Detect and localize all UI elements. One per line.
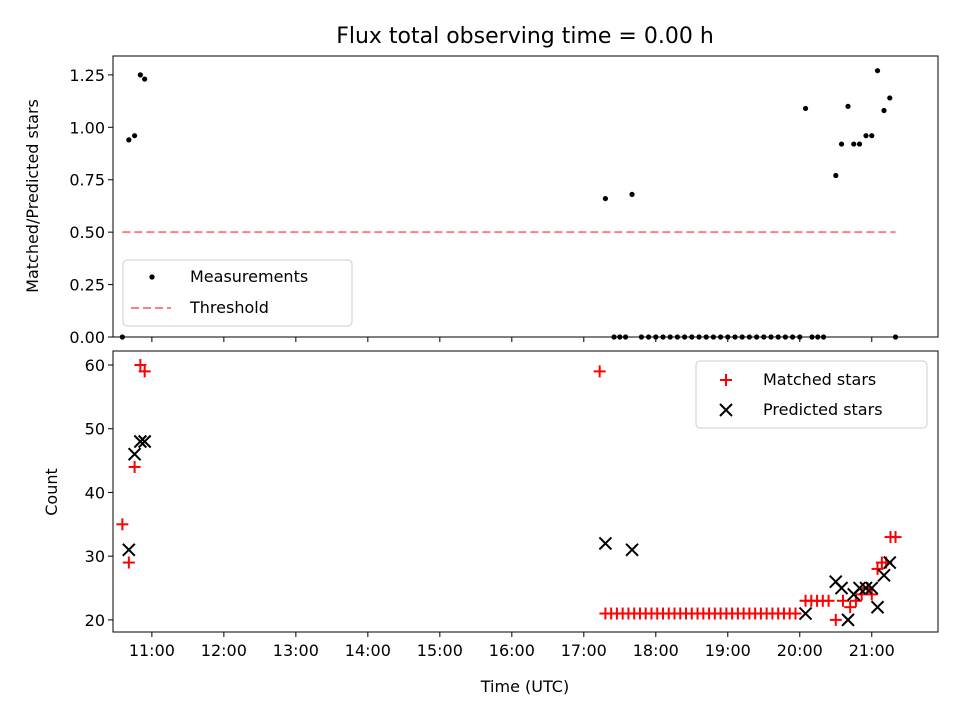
bottom-ytick-label: 60 xyxy=(85,356,105,375)
matched-star-point xyxy=(836,594,849,607)
top-ytick-label: 1.00 xyxy=(69,118,105,137)
measurement-point xyxy=(126,137,132,143)
top-ytick-label: 0.75 xyxy=(69,171,105,190)
predicted-star-point xyxy=(865,581,879,595)
xtick-label: 16:00 xyxy=(489,641,535,660)
bottom-y-axis-label: Count xyxy=(42,468,61,516)
xtick-label: 14:00 xyxy=(345,641,391,660)
legend-measurements-label: Measurements xyxy=(190,267,308,286)
top-ytick-label: 0.50 xyxy=(69,223,105,242)
legend-predicted-marker xyxy=(719,403,733,417)
top-legend-box xyxy=(122,259,353,327)
top-panel: 0.00 0.25 0.50 0.75 1.00 1.25 Matched/Predict… xyxy=(23,55,939,347)
predicted-star-point xyxy=(852,581,867,595)
matched-star-point xyxy=(865,588,878,601)
xtick-label: 12:00 xyxy=(201,641,247,660)
measurement-point xyxy=(629,191,635,198)
bottom-panel: 20 30 40 50 60 11:00 12:00 13:00 14:00 15:00 16:0… xyxy=(42,350,939,696)
matched-star-point xyxy=(789,607,802,620)
xtick-label: 11:00 xyxy=(129,641,175,660)
bottom-axes-frame xyxy=(112,350,939,633)
xtick-label: 19:00 xyxy=(705,641,751,660)
predicted-star-point xyxy=(625,543,639,557)
xtick-label: 15:00 xyxy=(417,641,463,660)
bottom-ytick-label: 50 xyxy=(85,420,105,439)
top-axes-frame xyxy=(112,55,939,338)
measurement-point xyxy=(869,133,875,139)
measurement-point xyxy=(802,105,809,112)
measurement-point xyxy=(602,195,609,202)
measurement-point xyxy=(881,107,887,114)
predicted-star-point xyxy=(834,581,849,595)
chart-title: Flux total observing time = 0.00 h xyxy=(336,24,714,49)
predicted-star-point xyxy=(598,536,613,551)
predicted-star-point xyxy=(133,434,148,449)
measurement-point xyxy=(874,68,881,74)
matched-star-point xyxy=(122,556,135,569)
measurement-point xyxy=(863,133,869,139)
measurement-point xyxy=(131,133,138,139)
legend-predicted-label: Predicted stars xyxy=(763,400,883,419)
predicted-star-point xyxy=(870,600,885,614)
predicted-star-point xyxy=(883,555,897,570)
matched-star-point xyxy=(844,601,857,614)
x-axis-label: Time (UTC) xyxy=(480,677,569,696)
bottom-legend-box xyxy=(695,360,928,429)
matched-star-point xyxy=(116,518,129,531)
xtick-label: 18:00 xyxy=(633,641,679,660)
xtick-label: 13:00 xyxy=(273,641,319,660)
top-ytick-label: 1.25 xyxy=(69,66,105,85)
measurement-point xyxy=(887,95,893,101)
top-legend: Measurements Threshold xyxy=(122,259,353,327)
legend-threshold-label: Threshold xyxy=(189,298,269,317)
measurement-point xyxy=(137,72,143,78)
measurement-point xyxy=(845,103,851,109)
legend-measurements-marker xyxy=(149,274,155,280)
predicted-star-point xyxy=(859,581,873,595)
predicted-star-point xyxy=(137,434,152,449)
measurement-point xyxy=(838,141,845,147)
bottom-legend: Matched stars Predicted stars xyxy=(695,360,928,429)
predicted-star-point xyxy=(798,606,813,621)
xtick-label: 17:00 xyxy=(561,641,607,660)
matched-star-point xyxy=(889,531,902,544)
measurement-point xyxy=(142,76,148,82)
matched-star-point xyxy=(134,359,147,372)
predicted-star-point xyxy=(877,568,891,582)
predicted-star-point xyxy=(841,613,855,627)
matched-star-point xyxy=(138,365,151,378)
measurement-point xyxy=(833,172,839,179)
bottom-ytick-label: 40 xyxy=(85,483,105,502)
matched-star-point xyxy=(829,613,842,626)
measurement-point xyxy=(851,141,857,147)
legend-matched-marker xyxy=(720,374,732,386)
matched-star-point xyxy=(128,460,141,473)
predicted-star-point xyxy=(122,543,136,557)
predicted-star-point xyxy=(127,447,142,461)
xtick-label: 20:00 xyxy=(777,641,823,660)
bottom-ytick-label: 30 xyxy=(85,547,105,566)
measurement-point xyxy=(856,141,863,147)
bottom-plot-area xyxy=(116,359,902,627)
top-ytick-label: 0.25 xyxy=(69,276,105,295)
top-plot-area xyxy=(119,68,899,340)
xtick-label: 21:00 xyxy=(849,641,895,660)
matched-star-point xyxy=(593,365,606,378)
top-y-axis-label: Matched/Predicted stars xyxy=(23,99,42,293)
legend-matched-label: Matched stars xyxy=(763,370,876,389)
matched-star-point xyxy=(871,562,884,575)
top-ytick-label: 0.00 xyxy=(69,328,105,347)
matched-star-point xyxy=(822,594,835,607)
bottom-ytick-label: 20 xyxy=(85,611,105,630)
